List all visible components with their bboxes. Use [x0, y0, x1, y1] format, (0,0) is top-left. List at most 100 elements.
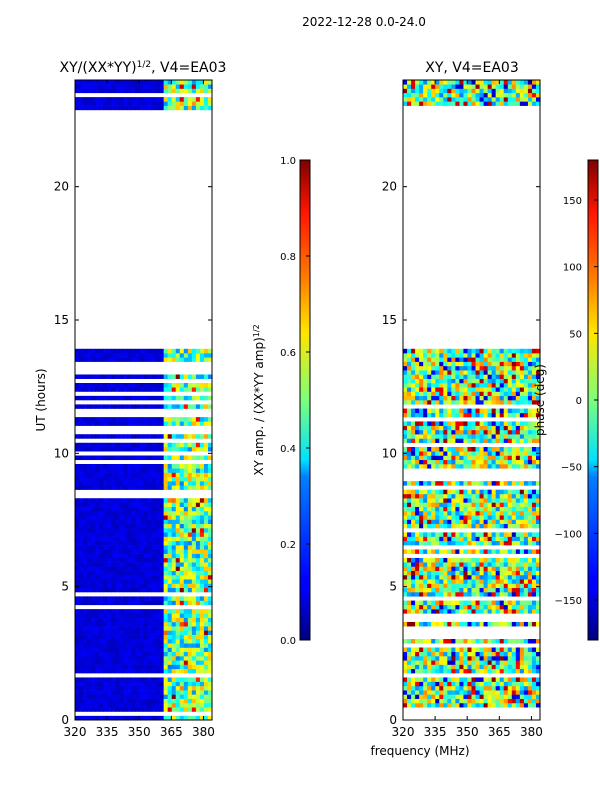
heatmap-cell — [455, 660, 461, 665]
heatmap-cell — [155, 566, 161, 571]
heatmap-cell — [487, 502, 493, 507]
heatmap-cell — [111, 638, 116, 644]
heatmap-cell — [483, 664, 489, 670]
heatmap-cell — [107, 472, 112, 478]
heatmap-cell — [131, 421, 137, 426]
heatmap-cell — [195, 677, 201, 682]
heatmap-cell — [411, 451, 416, 456]
heatmap-cell — [175, 353, 181, 358]
heatmap-cell — [523, 498, 529, 503]
heatmap-cell — [463, 382, 469, 388]
heatmap-cell — [111, 609, 116, 614]
heatmap-cell — [95, 506, 100, 512]
heatmap-cell — [519, 92, 525, 98]
heatmap-cell — [83, 596, 88, 601]
heatmap-cell — [195, 523, 201, 529]
heatmap-cell — [455, 378, 461, 384]
heatmap-cell — [147, 446, 153, 452]
heatmap-cell — [139, 464, 145, 469]
heatmap-cell — [163, 626, 169, 631]
heatmap-cell — [179, 472, 185, 478]
heatmap-cell — [407, 459, 412, 465]
heatmap-cell — [175, 570, 181, 576]
heatmap-cell — [163, 387, 169, 392]
heatmap-cell — [199, 395, 205, 401]
heatmap-cell — [79, 630, 84, 635]
heatmap-cell — [127, 613, 133, 618]
heatmap-cell — [471, 694, 477, 699]
heatmap-cell — [167, 613, 173, 618]
heatmap-cell — [467, 540, 473, 546]
heatmap-cell — [495, 92, 501, 98]
heatmap-cell — [163, 656, 169, 661]
heatmap-cell — [475, 702, 481, 708]
heatmap-cell — [139, 587, 145, 593]
heatmap-cell — [195, 387, 201, 392]
heatmap-cell — [443, 664, 448, 670]
heatmap-cell — [495, 600, 501, 606]
heatmap-cell — [207, 84, 213, 89]
heatmap-cell — [467, 438, 473, 443]
heatmap-cell — [435, 609, 440, 614]
heatmap-cell — [523, 540, 529, 546]
heatmap-cell — [519, 536, 525, 542]
heatmap-cell — [423, 429, 428, 435]
heatmap-cell — [407, 498, 412, 503]
heatmap-cell — [423, 579, 428, 584]
heatmap-cell — [135, 105, 141, 111]
heatmap-cell — [119, 540, 124, 546]
heatmap-cell — [99, 80, 104, 85]
heatmap-cell — [479, 353, 485, 358]
heatmap-cell — [151, 387, 157, 392]
heatmap-cell — [179, 485, 185, 490]
heatmap-cell — [431, 510, 436, 516]
heatmap-cell — [87, 528, 92, 533]
heatmap-cell — [427, 574, 432, 580]
heatmap-cell — [431, 579, 436, 584]
heatmap-cell — [415, 425, 420, 431]
heatmap-cell — [167, 643, 173, 648]
heatmap-cell — [99, 540, 104, 546]
heatmap-cell — [407, 489, 412, 495]
heatmap-cell — [75, 105, 80, 111]
heatmap-cell — [463, 664, 469, 670]
heatmap-cell — [447, 446, 452, 452]
heatmap-cell — [487, 481, 493, 486]
heatmap-cell — [95, 502, 100, 507]
heatmap-cell — [519, 510, 525, 516]
heatmap-cell — [491, 510, 497, 516]
heatmap-cell — [527, 549, 533, 554]
heatmap-cell — [199, 446, 205, 452]
heatmap-cell — [199, 404, 205, 409]
heatmap-cell — [407, 353, 412, 358]
heatmap-cell — [415, 638, 420, 644]
heatmap-cell — [467, 621, 473, 627]
heatmap-cell — [119, 660, 124, 665]
heatmap-cell — [475, 88, 481, 94]
heatmap-cell — [419, 647, 424, 653]
heatmap-cell — [511, 438, 517, 443]
heatmap-cell — [507, 647, 513, 653]
heatmap-cell — [151, 545, 157, 550]
heatmap-cell — [139, 485, 145, 490]
heatmap-cell — [535, 464, 541, 469]
heatmap-cell — [443, 600, 448, 606]
heatmap-cell — [431, 532, 436, 537]
heatmap-cell — [143, 685, 149, 691]
heatmap-cell — [463, 536, 469, 542]
heatmap-cell — [199, 515, 205, 520]
heatmap-cell — [83, 455, 88, 461]
heatmap-cell — [75, 387, 80, 392]
heatmap-cell — [487, 638, 493, 644]
heatmap-cell — [403, 101, 408, 106]
heatmap-cell — [203, 536, 209, 542]
heatmap-cell — [127, 532, 133, 537]
heatmap-cell — [507, 651, 513, 657]
heatmap-cell — [99, 677, 104, 682]
heatmap-cell — [99, 481, 104, 486]
heatmap-cell — [535, 370, 541, 375]
heatmap-cell — [103, 510, 108, 516]
heatmap-cell — [455, 421, 461, 426]
heatmap-cell — [203, 80, 209, 85]
heatmap-cell — [111, 464, 116, 469]
